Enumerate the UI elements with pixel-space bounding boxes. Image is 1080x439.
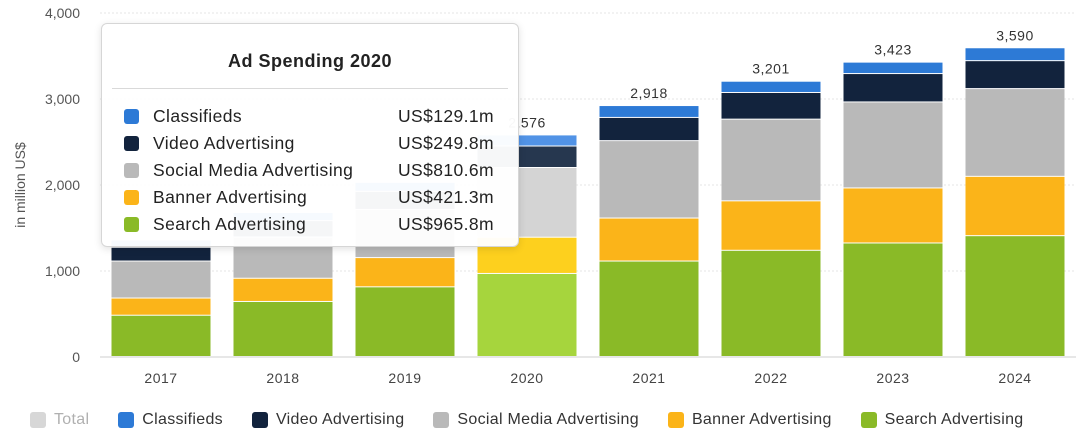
legend-label: Classifieds: [142, 411, 223, 428]
tooltip-series-name: Social Media Advertising: [153, 159, 354, 180]
total-label-2021: 2,918: [630, 85, 668, 101]
legend-label: Search Advertising: [884, 411, 1024, 428]
bar-segment-banner-advertising-2024[interactable]: [965, 176, 1065, 236]
tooltip-series-name: Banner Advertising: [153, 186, 308, 207]
total-label-2023: 3,423: [874, 42, 912, 58]
bar-segment-classifieds-2023[interactable]: [843, 62, 943, 74]
tooltip-series-value: US$965.8m: [397, 213, 494, 234]
tooltip-swatch: [124, 216, 139, 232]
tooltip-series-value: US$810.6m: [397, 159, 494, 180]
bar-segment-social-media-advertising-2017[interactable]: [111, 261, 211, 298]
bar-segment-video-advertising-2017[interactable]: [111, 247, 211, 261]
tooltip-title: Ad Spending 2020: [227, 51, 393, 71]
bar-segment-banner-advertising-2023[interactable]: [843, 188, 943, 243]
tooltip-row: Classifieds US$129.1m: [124, 104, 494, 128]
tooltip-row: Banner Advertising US$421.3m: [124, 185, 494, 209]
tooltip-swatch: [124, 135, 139, 151]
bar-segment-classifieds-2024[interactable]: [965, 48, 1065, 61]
bar-segment-search-advertising-2020[interactable]: [477, 273, 577, 356]
legend-item-banner-advertising[interactable]: Banner Advertising: [667, 411, 832, 429]
bar-segment-social-media-advertising-2024[interactable]: [965, 89, 1065, 176]
tooltip-series-value: US$129.1m: [397, 105, 494, 126]
bar-segment-video-advertising-2023[interactable]: [843, 74, 943, 102]
legend-swatch: [860, 412, 877, 428]
bar-segment-social-media-advertising-2022[interactable]: [721, 119, 821, 201]
x-tick-label-2021: 2021: [632, 370, 665, 386]
total-label-2022: 3,201: [752, 61, 790, 77]
legend-label: Video Advertising: [275, 411, 405, 428]
y-tick-label: 0: [72, 349, 80, 365]
tooltip-series-name: Classifieds: [153, 105, 243, 126]
bar-segment-social-media-advertising-2023[interactable]: [843, 102, 943, 188]
legend-label: Banner Advertising: [691, 411, 832, 428]
bar-segment-banner-advertising-2017[interactable]: [111, 298, 211, 315]
bar-segment-search-advertising-2019[interactable]: [355, 287, 455, 356]
bar-segment-video-advertising-2022[interactable]: [721, 92, 821, 119]
y-axis: 0 1,000 2,000 3,000 4,000: [45, 5, 80, 365]
legend-item-total[interactable]: Total: [30, 411, 89, 429]
tooltip-series-name: Video Advertising: [153, 132, 295, 153]
legend-swatch: [667, 412, 684, 428]
legend-label: Social Media Advertising: [457, 411, 639, 428]
legend-swatch: [433, 412, 450, 428]
x-tick-label-2020: 2020: [510, 370, 543, 386]
y-axis-label: in million US$: [12, 142, 28, 228]
bar-segment-banner-advertising-2019[interactable]: [355, 258, 455, 287]
tooltip-swatch: [124, 162, 139, 178]
tooltip-divider: [112, 88, 508, 89]
bar-segment-video-advertising-2024[interactable]: [965, 61, 1065, 89]
legend-swatch: [30, 412, 46, 428]
bar-segment-search-advertising-2023[interactable]: [843, 243, 943, 356]
x-tick-label-2018: 2018: [266, 370, 299, 386]
y-tick-label: 4,000: [45, 5, 80, 21]
bar-segment-classifieds-2020[interactable]: [477, 135, 577, 146]
bar-segment-search-advertising-2017[interactable]: [111, 315, 211, 356]
legend-swatch: [118, 412, 135, 428]
x-tick-label-2023: 2023: [876, 370, 909, 386]
legend-item-classifieds[interactable]: Classifieds: [118, 411, 223, 429]
legend-swatch: [251, 412, 268, 428]
total-label-2024: 3,590: [996, 27, 1034, 43]
legend-item-social-media-advertising[interactable]: Social Media Advertising: [433, 411, 639, 429]
tooltip-row: Social Media Advertising US$810.6m: [124, 158, 494, 182]
tooltip-row: Video Advertising US$249.8m: [124, 131, 494, 155]
bar-segment-video-advertising-2021[interactable]: [599, 117, 699, 141]
tooltip-series-name: Search Advertising: [153, 213, 307, 234]
tooltip-series-value: US$249.8m: [397, 132, 494, 153]
bar-segment-classifieds-2021[interactable]: [599, 106, 699, 117]
x-axis: 2017 2018 2019 2020 2021 2022 2023 2024: [144, 370, 1031, 386]
legend-item-video-advertising[interactable]: Video Advertising: [251, 411, 405, 429]
legend-label: Total: [54, 411, 90, 428]
x-tick-label-2019: 2019: [388, 370, 421, 386]
x-tick-label-2024: 2024: [998, 370, 1031, 386]
bar-segment-banner-advertising-2018[interactable]: [233, 278, 333, 301]
legend-item-search-advertising[interactable]: Search Advertising: [860, 411, 1024, 429]
tooltip-swatch: [124, 108, 139, 124]
bar-segment-search-advertising-2024[interactable]: [965, 236, 1065, 356]
bar-segment-banner-advertising-2022[interactable]: [721, 201, 821, 250]
tooltip-series-value: US$421.3m: [397, 186, 494, 207]
bar-segment-search-advertising-2021[interactable]: [599, 261, 699, 356]
tooltip: Ad Spending 2020 Classifieds US$129.1m Vid…: [101, 23, 519, 247]
x-tick-label-2022: 2022: [754, 370, 787, 386]
bar-segment-banner-advertising-2021[interactable]: [599, 218, 699, 261]
bar-segment-classifieds-2022[interactable]: [721, 81, 821, 92]
legend: Total Classifieds Video Advertising Social …: [30, 409, 1052, 431]
tooltip-swatch: [124, 189, 139, 205]
tooltip-row: Search Advertising US$965.8m: [124, 212, 494, 236]
x-tick-label-2017: 2017: [144, 370, 177, 386]
y-tick-label: 1,000: [45, 263, 80, 279]
bar-segment-search-advertising-2018[interactable]: [233, 301, 333, 356]
bar-segment-search-advertising-2022[interactable]: [721, 250, 821, 356]
bar-segment-social-media-advertising-2021[interactable]: [599, 141, 699, 218]
y-tick-label: 2,000: [45, 177, 80, 193]
y-tick-label: 3,000: [45, 91, 80, 107]
